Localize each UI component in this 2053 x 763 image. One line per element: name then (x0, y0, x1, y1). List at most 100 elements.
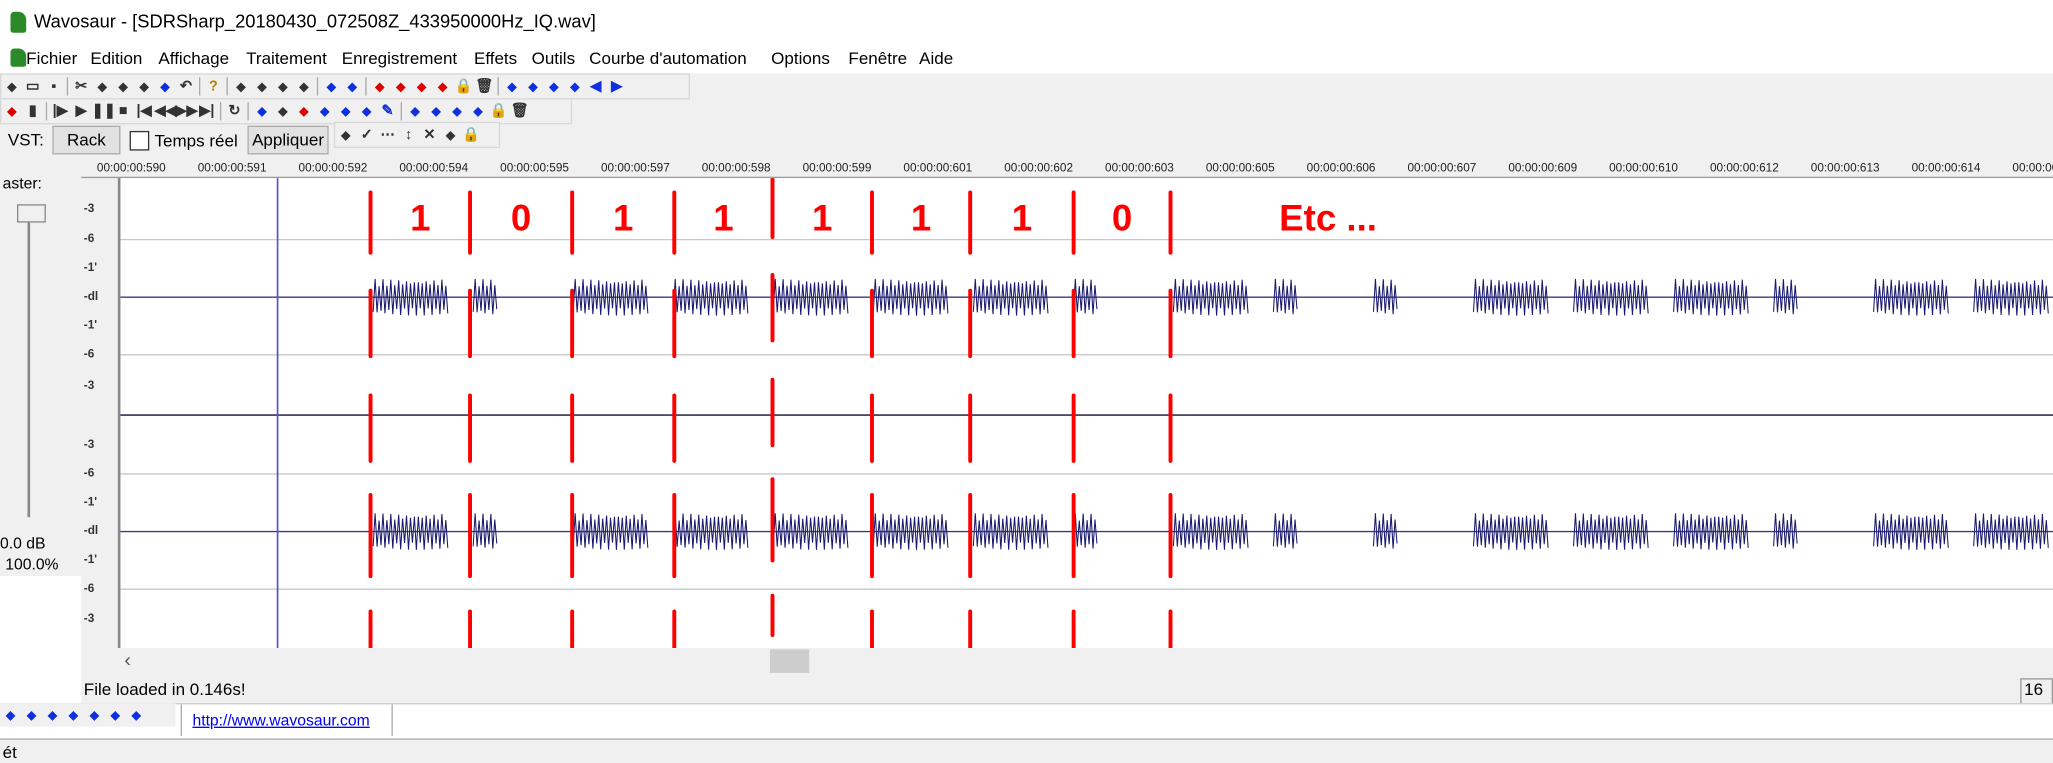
realtime-checkbox[interactable] (129, 130, 150, 151)
wrench-icon[interactable]: ◆ (299, 79, 309, 93)
pause-icon[interactable]: ❚❚ (91, 103, 116, 120)
signal-burst (372, 278, 449, 316)
lock-icon[interactable]: 🔒 (462, 127, 481, 143)
paste-icon[interactable]: ◆ (118, 79, 128, 93)
menu-enregistrement[interactable]: Enregistrement (341, 48, 458, 69)
line-icon[interactable]: ◆ (341, 128, 351, 142)
copy-icon[interactable]: ◆ (97, 79, 107, 93)
menu-effets[interactable]: Effets (473, 48, 518, 69)
cut-icon[interactable]: ✂ (75, 78, 88, 95)
right-icon[interactable]: ▶ (611, 78, 623, 95)
new-icon[interactable]: ◆ (7, 79, 17, 93)
marker-delete-icon[interactable]: ◆ (438, 79, 448, 93)
zoom-in-h-icon[interactable]: ◆ (528, 79, 538, 93)
crop-icon[interactable]: ◆ (160, 79, 170, 93)
play-sel-icon[interactable]: |▶ (52, 103, 68, 120)
spectrum-icon[interactable]: ◆ (320, 104, 330, 118)
signal-burst (1172, 513, 1249, 550)
master-slider-track[interactable] (27, 206, 31, 518)
fade-icon[interactable]: ◆ (347, 79, 357, 93)
horizontal-scrollbar[interactable]: ‹ (117, 648, 2053, 675)
insert-icon[interactable]: ◆ (257, 104, 267, 118)
menu-fen-tre[interactable]: Fenêtre (848, 48, 908, 69)
normalize-icon[interactable]: ◆ (326, 79, 336, 93)
close-icon[interactable]: ✕ (423, 127, 436, 143)
zoom-out-v-icon[interactable]: ◆ (89, 708, 99, 722)
speaker-icon[interactable]: ◆ (236, 79, 246, 93)
scrollbar-thumb[interactable] (769, 649, 810, 673)
zoom-y-icon[interactable]: ◆ (131, 708, 141, 722)
menu-fichier[interactable]: Fichier (26, 48, 78, 69)
go-start-icon[interactable]: |◀ (136, 103, 152, 120)
menu-outils[interactable]: Outils (531, 48, 576, 69)
marker-L-right-icon[interactable]: ◆ (417, 79, 427, 93)
marker-M-left-icon[interactable]: ◆ (431, 104, 441, 118)
apply-button[interactable]: Appliquer (247, 125, 329, 155)
check-icon[interactable]: ✓ (360, 127, 373, 143)
trash-icon[interactable]: 🗑 (475, 78, 494, 95)
left-icon[interactable]: ◀ (590, 78, 602, 95)
menu-options[interactable]: Options (771, 48, 830, 69)
zoom-sel-icon[interactable]: ◆ (47, 708, 57, 722)
zoom-v-icon[interactable]: ◆ (507, 79, 517, 93)
marker-M-icon[interactable]: ◆ (410, 104, 420, 118)
connect-icon[interactable]: ◆ (278, 79, 288, 93)
toolbar-separator (247, 102, 249, 121)
level-icon[interactable]: ◆ (341, 104, 351, 118)
menu-traitement[interactable]: Traitement (246, 48, 327, 69)
copy-red-icon[interactable]: ◆ (299, 104, 309, 118)
signal-burst (372, 513, 449, 550)
marker-M-right-icon[interactable]: ◆ (452, 104, 462, 118)
ruler-label: 00:00:00:597 (600, 161, 670, 175)
waveform-canvas[interactable]: 1 0 1 1 1 1 1 0 Etc ... (120, 178, 2053, 649)
undo-icon[interactable]: ↶ (179, 78, 192, 95)
menu-affichage[interactable]: Affichage (158, 48, 230, 69)
signal-burst (1472, 278, 1549, 316)
zoom-in-v-icon[interactable]: ◆ (68, 708, 78, 722)
paste-mix-icon[interactable]: ◆ (139, 79, 149, 93)
region-icon[interactable]: ◆ (473, 104, 483, 118)
loop-icon[interactable]: ↻ (228, 103, 241, 120)
play-icon[interactable]: ▶ (75, 103, 87, 120)
fit-icon[interactable]: ◆ (570, 79, 580, 93)
envelope-icon[interactable]: ◆ (257, 79, 267, 93)
waveform-view[interactable]: 1 0 1 1 1 1 1 0 Etc ... (117, 178, 2053, 649)
signal-burst (1372, 278, 1398, 315)
zoom-in-icon[interactable]: ◆ (26, 708, 36, 722)
dots-icon[interactable]: ⋯ (380, 127, 395, 143)
marker-L-left-icon[interactable]: ◆ (396, 79, 406, 93)
stop-icon[interactable]: ■ (118, 103, 128, 120)
split-icon[interactable]: ◆ (362, 104, 372, 118)
open-icon[interactable]: ▭ (25, 78, 40, 95)
menu-edition[interactable]: Edition (90, 48, 143, 69)
zoom-out-h-icon[interactable]: ◆ (549, 79, 559, 93)
record-icon[interactable]: ◆ (7, 104, 17, 118)
save-icon[interactable]: ▪ (51, 78, 57, 95)
zoom-x-icon[interactable]: ◆ (110, 708, 120, 722)
trash-icon[interactable]: 🗑 (510, 103, 529, 120)
toolbar-separator (219, 102, 222, 121)
help-icon[interactable]: ? (208, 78, 218, 95)
time-ruler[interactable]: 00:00:00:590 00:00:00:591 00:00:00:592 00:0… (81, 158, 2053, 179)
scroll-left-arrow-icon[interactable]: ‹ (124, 649, 131, 672)
lock-icon[interactable]: 🔒 (489, 103, 508, 120)
zoom-full-icon[interactable]: ◆ (5, 708, 15, 722)
updown-icon[interactable]: ↕ (404, 127, 413, 143)
forward-icon[interactable]: ▶▶ (175, 103, 198, 120)
go-end-icon[interactable]: ▶| (199, 103, 215, 120)
graph-icon[interactable]: ◆ (278, 104, 288, 118)
vu-meter-icon[interactable]: ▮ (28, 103, 37, 120)
menu-courbe-d-automation[interactable]: Courbe d'automation (589, 48, 747, 69)
marker-L-icon[interactable]: ◆ (375, 79, 385, 93)
rack-button[interactable]: Rack (52, 125, 121, 155)
play-box-icon[interactable]: ◆ (445, 128, 455, 142)
bit-label: 0 (1112, 197, 1132, 238)
toolbar-separator (45, 102, 48, 121)
master-slider-thumb[interactable] (17, 204, 46, 223)
menu-aide[interactable]: Aide (919, 48, 954, 69)
rewind-icon[interactable]: ◀◀ (154, 103, 177, 120)
master-panel: aster: 0.0 dB 100.0% (0, 168, 82, 705)
pencil-icon[interactable]: ✎ (381, 103, 394, 120)
website-link[interactable]: http://www.wavosaur.com (192, 710, 370, 730)
lock-icon[interactable]: 🔒 (454, 78, 473, 95)
